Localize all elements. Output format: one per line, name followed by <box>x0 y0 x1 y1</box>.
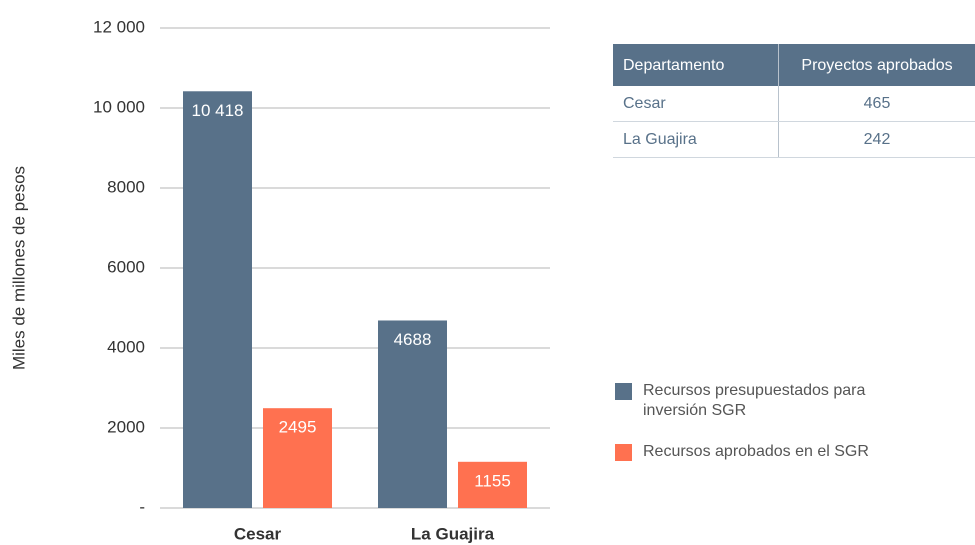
data-label: 2495 <box>279 418 317 437</box>
bar <box>378 320 447 508</box>
legend-swatch <box>615 383 632 400</box>
x-tick-label: Cesar <box>234 524 282 543</box>
cell: 465 <box>778 86 975 122</box>
header-cell: Departamento <box>613 44 779 86</box>
cell: 242 <box>778 121 975 158</box>
table-row: Cesar 465 <box>613 86 975 122</box>
y-tick-label: 8000 <box>107 177 145 196</box>
y-tick-label: 6000 <box>107 257 145 276</box>
legend-label: Recursos presupuestados para inversión S… <box>643 382 866 419</box>
legend-item: Recursos presupuestados para inversión S… <box>615 381 875 421</box>
data-label: 10 418 <box>192 101 244 120</box>
header-cell: Proyectos aprobados <box>778 44 975 86</box>
y-tick-label: - <box>139 497 145 516</box>
bar <box>183 91 252 508</box>
data-label: 4688 <box>394 330 432 349</box>
y-axis-label: Miles de millones de pesos <box>9 166 28 370</box>
y-tick-label: 12 000 <box>93 17 145 36</box>
table-header: Departamento Proyectos aprobados <box>613 44 975 86</box>
y-tick-label: 10 000 <box>93 97 145 116</box>
x-tick-label: La Guajira <box>411 524 495 543</box>
bar <box>263 408 332 508</box>
table: Departamento Proyectos aprobados Cesar 4… <box>613 44 975 158</box>
data-label: 1155 <box>474 471 511 490</box>
cell: La Guajira <box>613 121 779 158</box>
cell: Cesar <box>613 86 779 122</box>
legend-swatch <box>615 444 632 461</box>
bar <box>458 461 527 508</box>
legend-label: Recursos aprobados en el SGR <box>643 443 869 460</box>
y-tick-label: 4000 <box>107 337 145 356</box>
table-row: La Guajira 242 <box>613 121 975 158</box>
legend-item: Recursos aprobados en el SGR <box>615 442 875 462</box>
y-tick-label: 2000 <box>107 417 145 436</box>
